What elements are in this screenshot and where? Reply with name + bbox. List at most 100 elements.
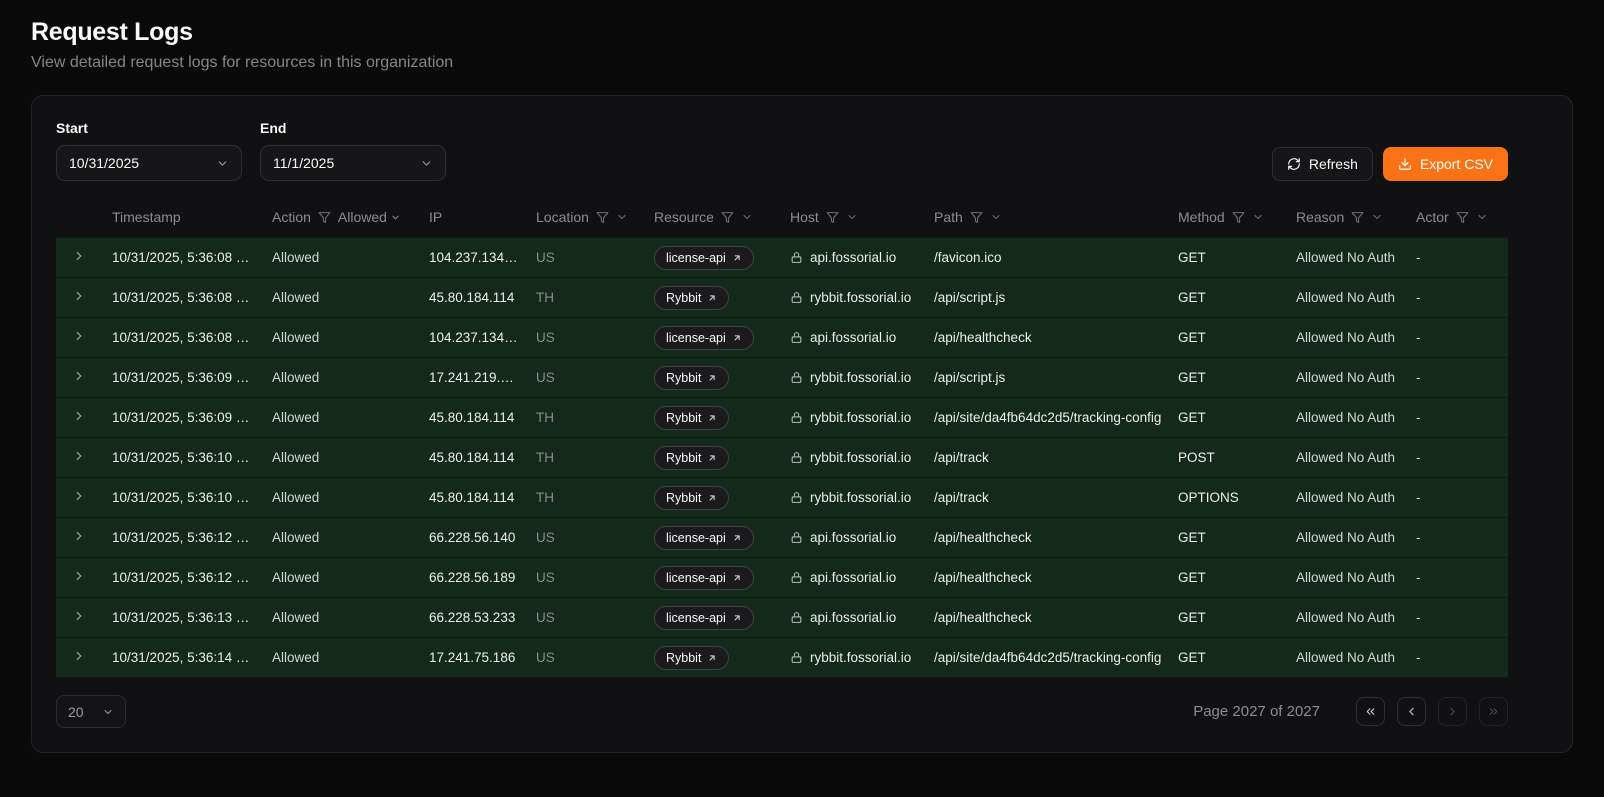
chevron-down-icon[interactable] <box>1371 211 1383 223</box>
date-range-filters: Start 10/31/2025 End 11/1/2025 <box>56 120 446 181</box>
actor-cell: - <box>1416 290 1421 305</box>
lock-icon <box>791 652 802 663</box>
external-link-icon <box>734 614 740 621</box>
path-cell: /api/site/da4fb64dc2d5/tracking-config <box>934 650 1162 665</box>
first-page-button[interactable] <box>1356 697 1385 726</box>
host-cell: rybbit.fossorial.io <box>782 278 926 318</box>
expand-row-icon[interactable] <box>72 449 86 463</box>
action-cell: Allowed <box>272 370 320 385</box>
timestamp-cell: 10/31/2025, 5:36:12 PM <box>112 530 257 545</box>
filter-icon[interactable] <box>596 211 609 224</box>
resource-badge[interactable]: Rybbit <box>654 285 730 310</box>
col-resource: Resource <box>646 197 782 238</box>
refresh-button[interactable]: Refresh <box>1271 147 1373 181</box>
chevron-down-icon[interactable] <box>1252 211 1264 223</box>
expand-cell <box>56 598 104 638</box>
method-cell: GET <box>1178 410 1206 425</box>
filter-icon[interactable] <box>721 211 734 224</box>
col-path-label: Path <box>934 209 963 225</box>
end-date-select[interactable]: 11/1/2025 <box>260 145 446 181</box>
export-csv-button[interactable]: Export CSV <box>1382 147 1508 181</box>
expand-row-icon[interactable] <box>72 249 86 263</box>
end-date-label: End <box>260 120 287 136</box>
table-row[interactable]: 10/31/2025, 5:36:12 PM Allowed 66.228.56… <box>56 517 1508 558</box>
host-value: rybbit.fossorial.io <box>810 650 912 665</box>
chevron-down-icon[interactable] <box>741 211 753 223</box>
filter-icon[interactable] <box>318 211 331 224</box>
table-row[interactable]: 10/31/2025, 5:36:10 PM Allowed 45.80.184… <box>56 437 1508 478</box>
resource-badge-label: license-api <box>666 530 726 545</box>
export-csv-label: Export CSV <box>1419 156 1493 172</box>
filter-icon[interactable] <box>826 211 839 224</box>
resource-badge[interactable]: Rybbit <box>654 645 730 670</box>
start-date-select[interactable]: 10/31/2025 <box>56 145 242 181</box>
resource-badge-label: Rybbit <box>666 450 702 465</box>
chevron-down-icon[interactable] <box>616 211 628 223</box>
chevron-down-icon[interactable] <box>846 211 858 223</box>
resource-badge[interactable]: license-api <box>654 525 754 550</box>
resource-badge[interactable]: license-api <box>654 565 754 590</box>
action-filter-dropdown[interactable]: Allowed <box>338 209 401 225</box>
table-row[interactable]: 10/31/2025, 5:36:09 PM Allowed 45.80.184… <box>56 397 1508 438</box>
resource-badge[interactable]: license-api <box>654 605 754 630</box>
table-row[interactable]: 10/31/2025, 5:36:09 PM Allowed 17.241.21… <box>56 357 1508 398</box>
path-cell: /api/site/da4fb64dc2d5/tracking-config <box>934 410 1162 425</box>
resource-badge[interactable]: Rybbit <box>654 445 730 470</box>
filter-icon[interactable] <box>1351 211 1364 224</box>
table-row[interactable]: 10/31/2025, 5:36:10 PM Allowed 45.80.184… <box>56 477 1508 518</box>
filter-icon[interactable] <box>1232 211 1245 224</box>
resource-badge[interactable]: license-api <box>654 325 754 350</box>
table-row[interactable]: 10/31/2025, 5:36:14 PM Allowed 17.241.75… <box>56 637 1508 678</box>
prev-page-button[interactable] <box>1397 697 1426 726</box>
resource-badge[interactable]: Rybbit <box>654 365 730 390</box>
chevron-down-icon[interactable] <box>990 211 1002 223</box>
expand-cell <box>56 358 104 398</box>
resource-badge[interactable]: Rybbit <box>654 405 730 430</box>
page-size-select[interactable]: 20 <box>56 695 126 728</box>
filter-icon[interactable] <box>970 211 983 224</box>
host-cell: api.fossorial.io <box>782 318 926 358</box>
col-host: Host <box>782 197 926 238</box>
resource-badge[interactable]: Rybbit <box>654 485 730 510</box>
method-cell: GET <box>1178 290 1206 305</box>
timestamp-cell: 10/31/2025, 5:36:09 PM <box>112 410 257 425</box>
host-cell: rybbit.fossorial.io <box>782 478 926 518</box>
ip-cell: 45.80.184.114 <box>429 450 515 465</box>
method-cell: GET <box>1178 330 1206 345</box>
expand-row-icon[interactable] <box>72 329 86 343</box>
external-link-icon <box>734 574 740 581</box>
expand-row-icon[interactable] <box>72 609 86 623</box>
method-cell: GET <box>1178 530 1206 545</box>
expand-row-icon[interactable] <box>72 489 86 503</box>
expand-row-icon[interactable] <box>72 649 86 663</box>
chevron-down-icon <box>218 160 227 166</box>
expand-row-icon[interactable] <box>72 409 86 423</box>
chevron-left-icon <box>1409 707 1414 716</box>
col-ip-label: IP <box>429 209 443 225</box>
col-location: Location <box>528 197 646 238</box>
chevron-down-icon[interactable] <box>1476 211 1488 223</box>
table-row[interactable]: 10/31/2025, 5:36:12 PM Allowed 66.228.56… <box>56 557 1508 598</box>
expand-row-icon[interactable] <box>72 369 86 383</box>
host-cell: api.fossorial.io <box>782 558 926 598</box>
actor-cell: - <box>1416 370 1421 385</box>
expand-row-icon[interactable] <box>72 529 86 543</box>
table-row[interactable]: 10/31/2025, 5:36:08 PM Allowed 104.237.1… <box>56 317 1508 358</box>
ip-cell: 17.241.219.191 <box>429 370 523 385</box>
table-row[interactable]: 10/31/2025, 5:36:08 PM Allowed 45.80.184… <box>56 277 1508 318</box>
actor-cell: - <box>1416 610 1421 625</box>
lock-icon <box>791 532 802 543</box>
path-cell: /api/script.js <box>934 290 1006 305</box>
expand-row-icon[interactable] <box>72 289 86 303</box>
table-row[interactable]: 10/31/2025, 5:36:08 PM Allowed 104.237.1… <box>56 237 1508 278</box>
host-cell: rybbit.fossorial.io <box>782 638 926 678</box>
download-icon <box>1399 158 1411 170</box>
col-actor: Actor <box>1408 197 1508 238</box>
filter-icon[interactable] <box>1456 211 1469 224</box>
table-footer: 20 Page 2027 of 2027 <box>56 695 1508 728</box>
actor-cell: - <box>1416 410 1421 425</box>
resource-badge-label: license-api <box>666 610 726 625</box>
resource-badge[interactable]: license-api <box>654 245 754 270</box>
table-row[interactable]: 10/31/2025, 5:36:13 PM Allowed 66.228.53… <box>56 597 1508 638</box>
expand-row-icon[interactable] <box>72 569 86 583</box>
